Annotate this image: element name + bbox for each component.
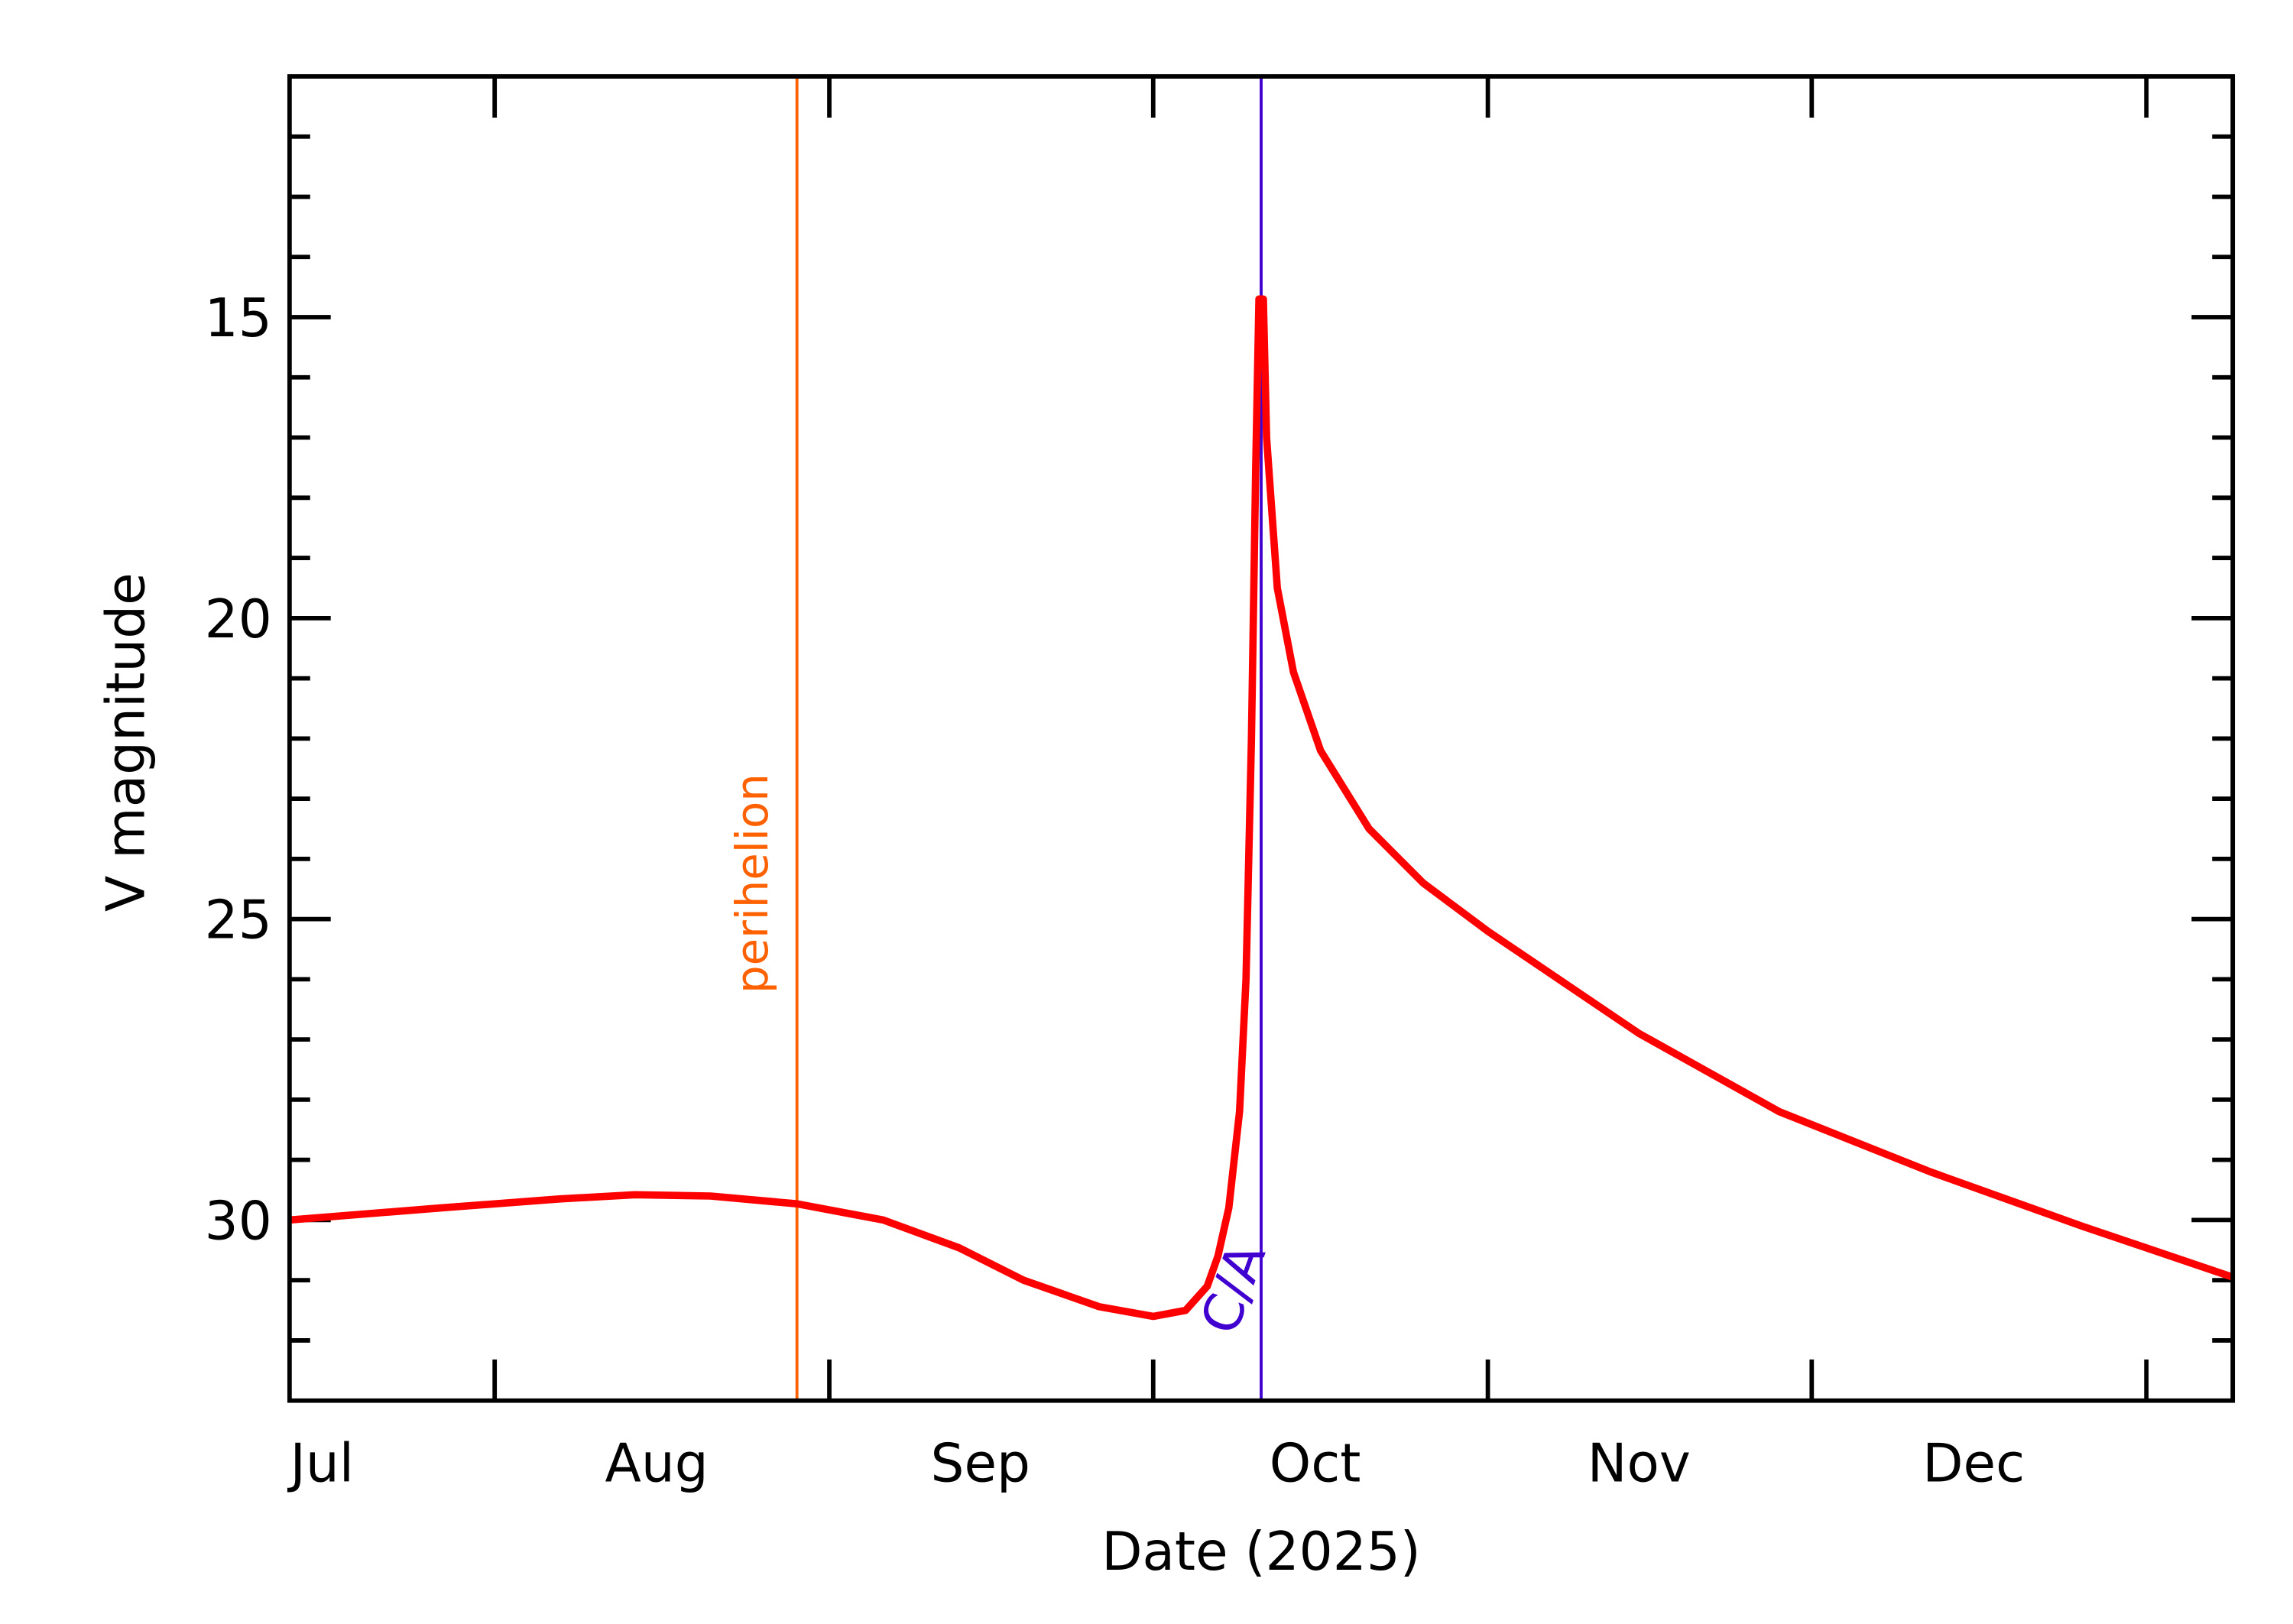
y-tick-label: 15	[205, 288, 272, 349]
x-tick-label: Jul	[287, 1433, 354, 1494]
y-tick-label: 20	[205, 589, 272, 650]
x-tick-label: Oct	[1270, 1433, 1361, 1494]
axis-ticks	[289, 76, 2233, 1401]
y-tick-label: 30	[205, 1191, 272, 1252]
magnitude-curve	[289, 295, 2234, 1321]
x-tick-labels: Jul Aug Sep Oct Nov Dec	[287, 1433, 2025, 1494]
x-tick-label: Aug	[605, 1433, 708, 1494]
x-tick-label: Dec	[1922, 1433, 2025, 1494]
plot-frame	[287, 74, 2236, 1403]
x-tick-label: Nov	[1588, 1433, 1691, 1494]
perihelion-label: perihelion	[726, 773, 778, 994]
y-axis-label: V magnitude	[96, 572, 157, 912]
x-tick-label: Sep	[931, 1433, 1030, 1494]
x-axis-label: Date (2025)	[1101, 1522, 1421, 1583]
y-tick-labels: 15 20 25 30	[205, 288, 272, 1252]
y-tick-label: 25	[205, 890, 272, 951]
